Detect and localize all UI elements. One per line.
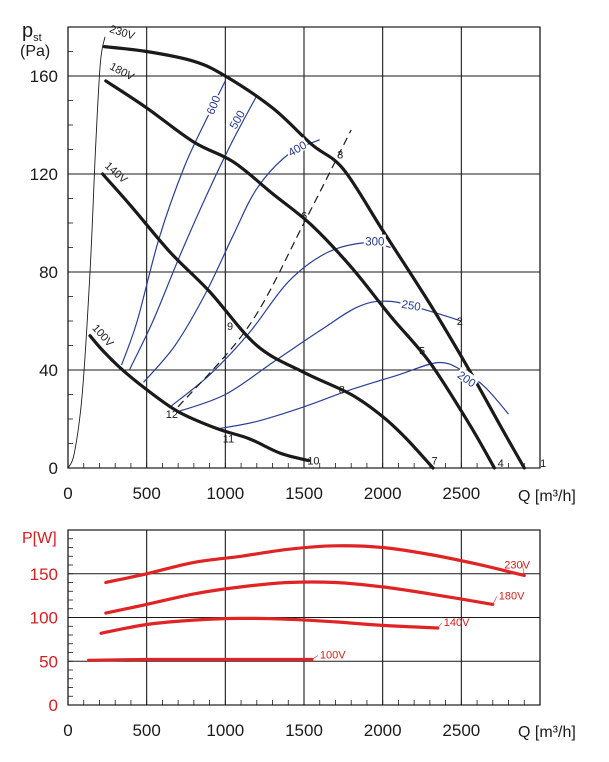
- rpm-label-bg: [399, 296, 424, 313]
- power-chart-grid: [67, 529, 541, 706]
- rpm-curve-600: [120, 80, 226, 366]
- pressure-ytick-label: 80: [39, 263, 58, 282]
- point-label-9: 9: [227, 321, 233, 333]
- pressure-xtick-label: 500: [132, 484, 160, 503]
- power-chart-series: [86, 544, 526, 662]
- point-label-4: 4: [498, 458, 504, 470]
- point-label-11: 11: [223, 434, 234, 446]
- pressure-ytick-label: 120: [30, 165, 58, 184]
- rpm-label-300: 300: [365, 237, 384, 249]
- voltage-curve-180V: [104, 79, 496, 470]
- power-ytick-label: 150: [30, 565, 58, 584]
- pressure-xtick-label: 1000: [206, 484, 244, 503]
- pressure-ytick-label: 160: [30, 67, 58, 86]
- power-xtick-label: 1000: [206, 721, 244, 740]
- power-xtick-label: 500: [132, 721, 160, 740]
- voltage-label-100V: 100V: [89, 322, 116, 350]
- voltage-label-180V: 180V: [107, 61, 136, 84]
- rpm-label-bg: [225, 106, 247, 132]
- pressure-ylabel-unit: (Pa): [20, 43, 50, 60]
- power-curve-230V: [104, 544, 526, 585]
- power-label-180V: 180V: [499, 590, 525, 602]
- pressure-xlabel: Q [m³/h]: [518, 488, 576, 505]
- point-label-8: 8: [339, 385, 345, 397]
- rpm-curve-400: [143, 139, 320, 383]
- point-label-6: 6: [301, 211, 307, 223]
- rpm-label-bg: [454, 366, 480, 390]
- rpm-curve-500: [128, 95, 258, 371]
- power-xlabel: Q [m³/h]: [518, 724, 576, 741]
- power-leader-180V: [492, 596, 498, 605]
- power-xtick-label: 1500: [285, 721, 323, 740]
- power-curve-140V: [99, 616, 440, 635]
- power-leader-100V: [311, 655, 319, 660]
- pressure-xtick-label: 1500: [285, 484, 323, 503]
- power-leader-140V: [437, 622, 442, 629]
- power-ytick-label: 50: [39, 652, 58, 671]
- power-xtick-label: 2000: [364, 721, 402, 740]
- point-label-3: 3: [337, 149, 343, 161]
- system-dashed-line: [177, 129, 352, 408]
- pressure-chart-grid: [67, 26, 541, 469]
- voltage-label-140V: 140V: [102, 160, 130, 187]
- power-xtick-label: 2500: [442, 721, 480, 740]
- power-leader-230V: [521, 563, 525, 576]
- point-label-10: 10: [307, 456, 319, 468]
- point-label-12: 12: [166, 409, 178, 421]
- point-label-2: 2: [457, 316, 463, 328]
- voltage-curve-100V: [88, 334, 311, 463]
- point-label-5: 5: [419, 345, 425, 357]
- power-ytick-label: 100: [30, 609, 58, 628]
- rpm-curve-300: [169, 241, 391, 408]
- voltage-curve-140V: [101, 172, 435, 470]
- rpm-label-250: 250: [400, 299, 421, 314]
- rpm-label-bg: [284, 137, 310, 159]
- pressure-ytick-label: 0: [49, 459, 58, 478]
- pressure-ylabel: pst: [22, 20, 42, 44]
- rpm-label-bg: [363, 234, 386, 247]
- power-xtick-label: 0: [63, 721, 72, 740]
- power-label-100V: 100V: [320, 650, 346, 662]
- power-label-140V: 140V: [444, 617, 470, 629]
- power-label-230V: 230V: [504, 560, 530, 572]
- power-curve-180V: [104, 580, 495, 615]
- rpm-curve-250: [177, 300, 462, 413]
- pressure-chart-series: [67, 36, 526, 470]
- pressure-xtick-label: 2000: [364, 484, 402, 503]
- voltage-envelope-line: [67, 36, 106, 469]
- pressure-xtick-label: 2500: [442, 484, 480, 503]
- point-label-1: 1: [540, 458, 546, 470]
- point-label-7: 7: [432, 456, 438, 468]
- power-curve-100V: [86, 657, 314, 662]
- power-ylabel: P[W]: [22, 530, 57, 547]
- voltage-label-230V: 230V: [108, 23, 137, 43]
- power-ytick-label: 0: [49, 696, 58, 715]
- pressure-xtick-label: 0: [63, 484, 72, 503]
- pressure-ytick-label: 40: [39, 361, 58, 380]
- rpm-label-bg: [202, 92, 223, 118]
